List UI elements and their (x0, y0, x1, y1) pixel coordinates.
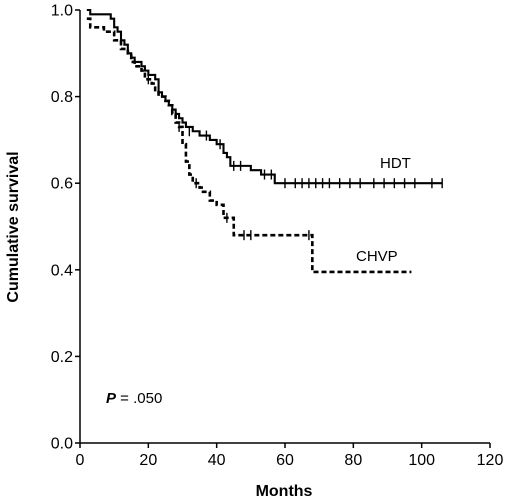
x-tick-label-120: 120 (477, 452, 504, 469)
p-value-annotation: P = .050 (106, 390, 162, 407)
x-tick-label-100: 100 (408, 452, 435, 469)
x-tick-label-60: 60 (276, 452, 294, 469)
x-tick-label-0: 0 (76, 452, 85, 469)
y-tick-label-0.6: 0.6 (51, 176, 73, 193)
x-tick-label-40: 40 (208, 452, 226, 469)
y-axis-title: Cumulative survival (5, 151, 22, 302)
x-axis-title: Months (256, 483, 313, 500)
survival-curve-chvp (86, 17, 412, 274)
series-label-hdt: HDT (380, 155, 411, 172)
y-tick-label-1.0: 1.0 (51, 3, 73, 20)
x-tick-label-80: 80 (344, 452, 362, 469)
series-layer (86, 8, 443, 274)
y-tick-label-0.4: 0.4 (51, 262, 73, 279)
y-tick-label-0.0: 0.0 (51, 436, 73, 453)
x-tick-label-20: 20 (139, 452, 157, 469)
series-chvp (86, 17, 412, 274)
y-tick-label-0.8: 0.8 (51, 89, 73, 106)
axes: 0 20 40 60 80 100 120 0.0 0.2 0.4 0.6 0.8 1.0 (51, 3, 504, 470)
y-tick-label-0.2: 0.2 (51, 349, 73, 366)
p-value-text: = .050 (116, 390, 162, 407)
p-value-symbol: P (106, 390, 117, 407)
series-label-chvp: CHVP (356, 248, 398, 265)
